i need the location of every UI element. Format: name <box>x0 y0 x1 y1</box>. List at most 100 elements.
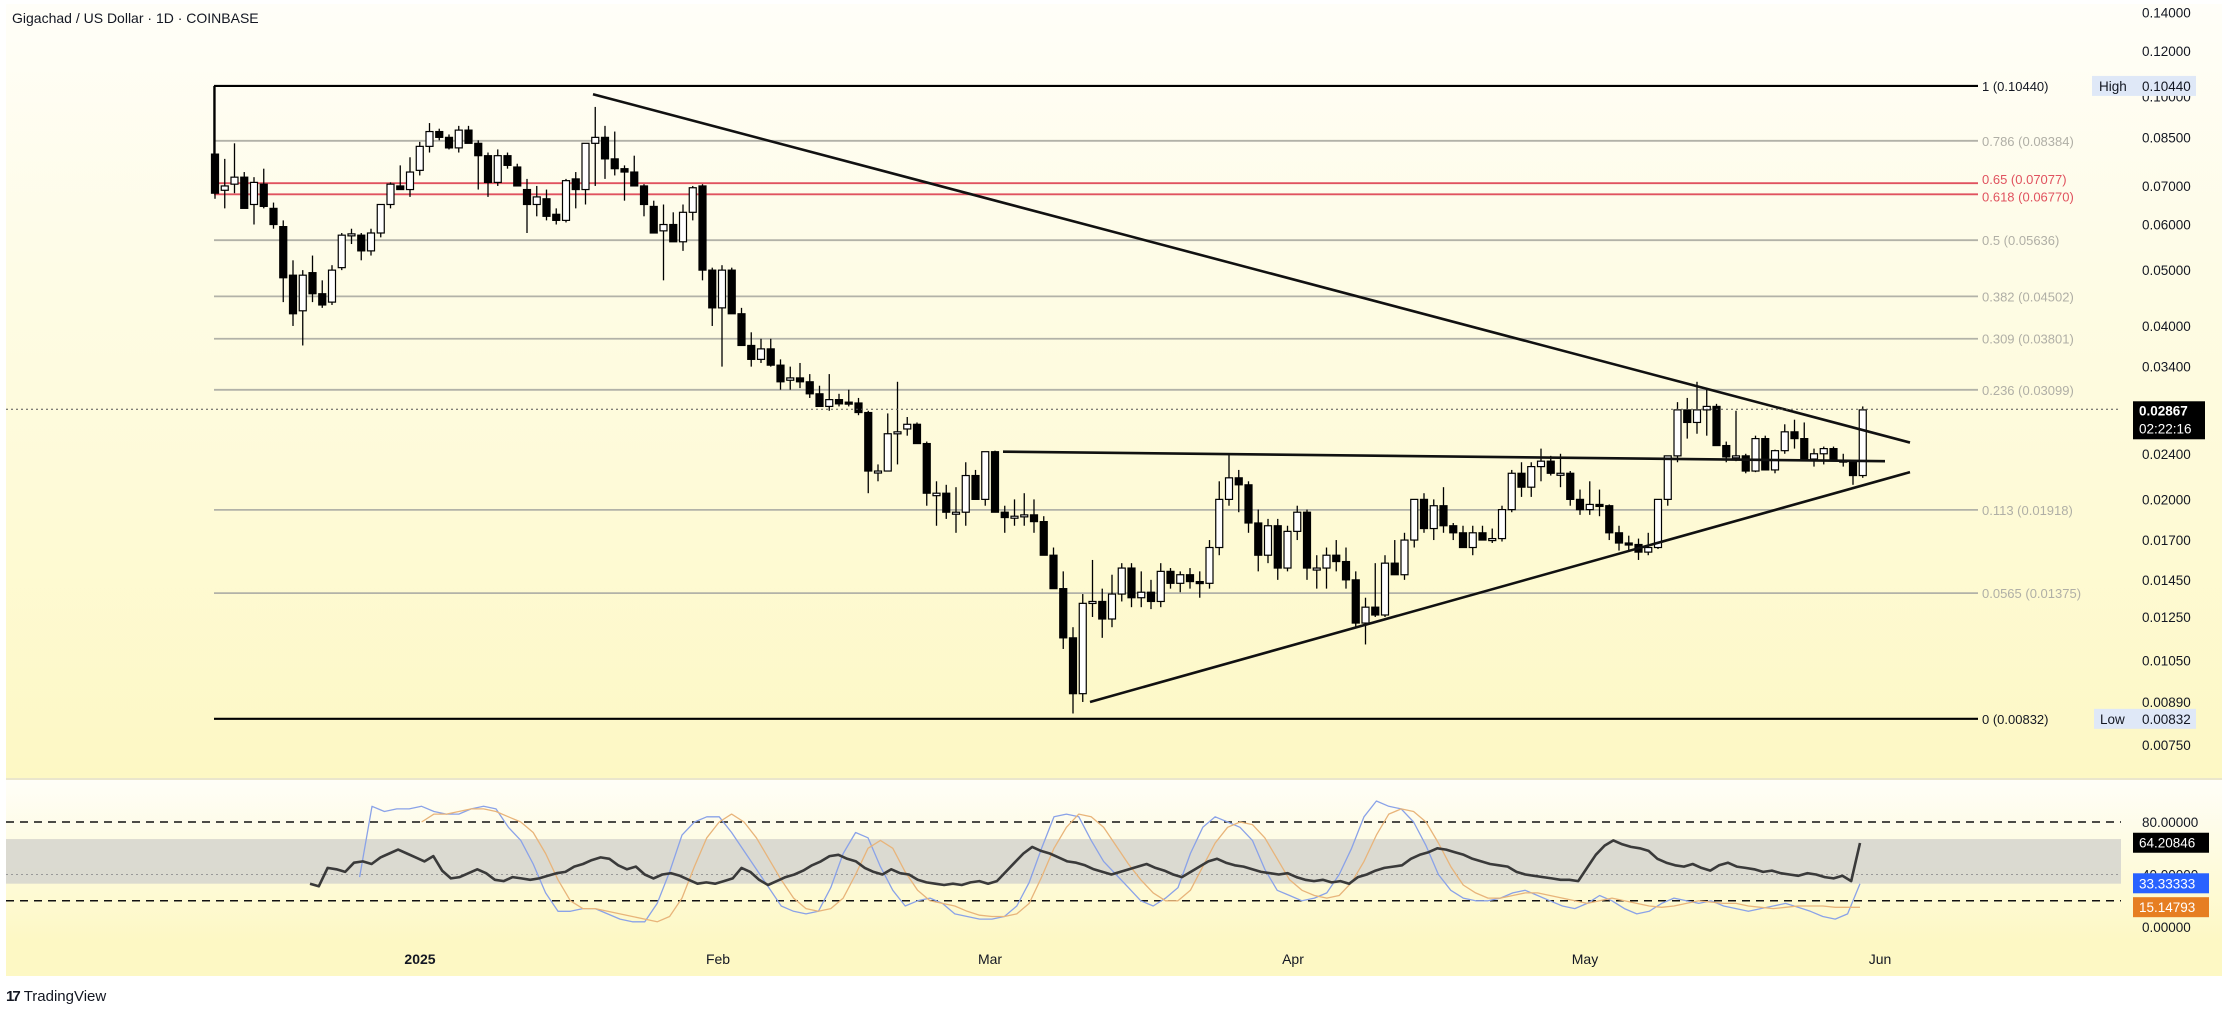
candle-up <box>561 180 571 221</box>
indicator-axis[interactable]: 80.0000040.000000.0000064.2084633.333331… <box>2133 815 2209 935</box>
candle-down <box>971 474 980 500</box>
candle-down <box>1234 477 1243 486</box>
candle-down <box>600 136 610 160</box>
candle-down <box>1624 542 1633 546</box>
candle-up <box>1429 505 1438 530</box>
trendlines[interactable] <box>592 92 1911 704</box>
low-tag <box>2094 708 2196 729</box>
candle-down <box>1829 448 1838 461</box>
candle-up <box>659 223 668 232</box>
candle-down <box>708 269 717 309</box>
candle-down <box>1605 505 1614 534</box>
rsi-value-tag <box>2133 832 2209 853</box>
k-value-tag <box>2133 873 2209 894</box>
candle-down <box>1332 554 1341 563</box>
candle-down <box>1029 514 1039 523</box>
rsi-line <box>309 839 1862 888</box>
candle-down <box>844 401 853 405</box>
time-label: Apr <box>1282 951 1304 967</box>
candle-down <box>1254 522 1263 556</box>
candle-up <box>786 377 795 381</box>
candle-down <box>630 171 639 187</box>
candle-down <box>259 183 268 208</box>
candle-up <box>883 433 892 472</box>
time-axis[interactable] <box>6 942 2222 976</box>
candle-down <box>1166 570 1175 584</box>
stoch-rsi-indicator <box>6 800 2121 923</box>
candle-up <box>717 269 727 309</box>
ascending-support-trendline[interactable] <box>1089 470 1911 704</box>
candle-down <box>503 155 512 166</box>
price-tick-label: 0.01250 <box>2142 610 2191 625</box>
horizontal-neckline-trendline[interactable] <box>1002 450 1886 463</box>
candle-up <box>1010 515 1019 519</box>
candle-up <box>347 233 356 237</box>
price-tick-label: 0.00750 <box>2142 738 2191 753</box>
current-price-value: 0.02867 <box>2139 403 2188 418</box>
candle-up <box>493 155 502 183</box>
candle-up <box>1117 567 1126 595</box>
descending-resistance-trendline[interactable] <box>592 92 1911 444</box>
candle-up <box>1780 431 1789 452</box>
candle-up <box>386 183 395 206</box>
candle-down <box>1146 591 1156 603</box>
candle-up <box>951 511 961 515</box>
price-tick-label: 0.06000 <box>2142 218 2191 233</box>
high-tag-value: 0.10440 <box>2142 79 2191 94</box>
candle-down <box>1741 455 1750 472</box>
price-pane[interactable] <box>6 4 2222 778</box>
candle-up <box>1263 525 1273 556</box>
candle-down <box>1000 511 1009 519</box>
candle-down <box>1059 588 1068 639</box>
symbol-title: Gigachad / US Dollar · 1D · COINBASE <box>12 10 259 26</box>
candle-down <box>1049 554 1058 590</box>
price-tick-label: 0.07000 <box>2142 179 2191 194</box>
fib-level-label: 0.382 (0.04502) <box>1982 289 2074 304</box>
candle-down <box>318 293 327 306</box>
candle-up <box>454 129 463 149</box>
tradingview-branding[interactable]: 17 TradingView <box>6 988 106 1005</box>
high-tag-label: High <box>2099 79 2127 94</box>
candle-up <box>961 474 970 513</box>
candle-down <box>542 198 551 217</box>
d-value-tag-value: 15.14793 <box>2139 900 2195 915</box>
candle-up <box>1410 498 1419 541</box>
candle-down <box>444 136 454 149</box>
price-tick-label: 0.01450 <box>2142 573 2191 588</box>
candle-down <box>990 451 1000 513</box>
candle-down <box>552 213 561 221</box>
candle-down <box>1683 409 1692 424</box>
price-axis[interactable]: 0.140000.120000.100000.085000.070000.060… <box>2092 6 2205 753</box>
high-tag <box>2092 75 2196 96</box>
candle-down <box>464 129 473 144</box>
time-label: May <box>1572 951 1598 967</box>
candle-down <box>357 234 366 252</box>
candle-down <box>1478 532 1487 541</box>
indicator-tick-80: 80.00000 <box>2142 815 2198 830</box>
fib-level-label: 0.309 (0.03801) <box>1982 332 2074 347</box>
candle-up <box>1653 498 1663 549</box>
candle-up <box>298 274 307 312</box>
candle-up <box>1644 546 1653 553</box>
candle-up <box>893 431 902 435</box>
candle-up <box>1751 438 1760 472</box>
candle-up <box>1507 472 1516 511</box>
candle-up <box>1819 448 1828 455</box>
candle-down <box>396 185 405 191</box>
candle-down <box>922 442 931 494</box>
candle-up <box>1488 537 1497 542</box>
candle-down <box>1449 525 1458 534</box>
candle-up <box>1809 453 1819 460</box>
candle-up <box>1380 562 1390 616</box>
candle-down <box>1722 444 1731 458</box>
candle-up <box>1527 466 1536 488</box>
candle-up <box>376 203 385 234</box>
candle-down <box>240 176 249 209</box>
price-tick-label: 0.04000 <box>2142 319 2191 334</box>
fibonacci-retracement[interactable]: 1 (0.10440) 0.786 (0.08384) 0.65 (0.07077)… <box>213 79 2081 727</box>
candle-down <box>288 274 298 315</box>
price-tick-label: 0.02400 <box>2142 447 2191 462</box>
candle-up <box>337 234 346 269</box>
